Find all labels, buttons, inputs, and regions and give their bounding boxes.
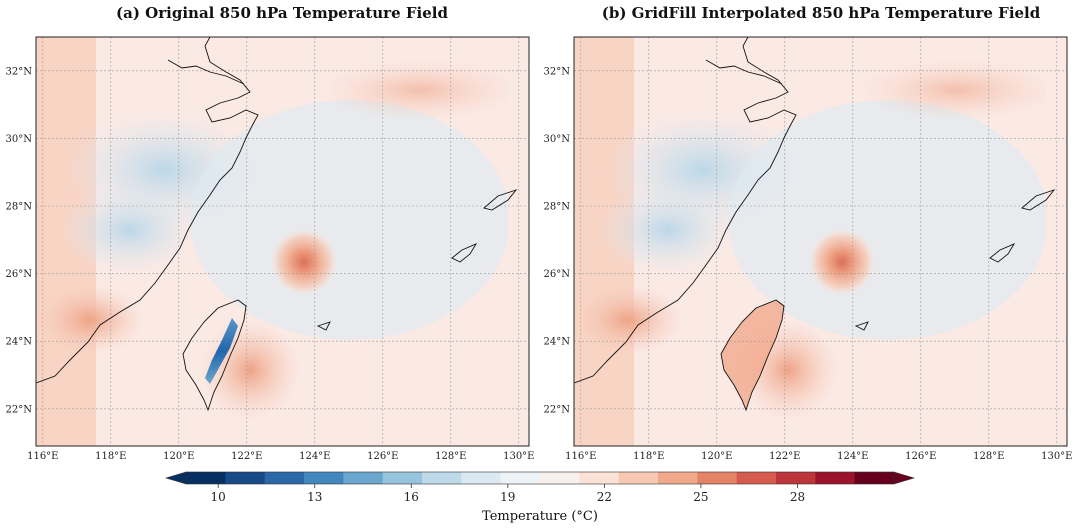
colorbar-segment-11 <box>618 472 659 484</box>
panel-b-x-tick-124: 124°E <box>837 451 868 462</box>
panel-a-y-tick-26: 26°N <box>6 269 33 280</box>
panel-a-title: (a) Original 850 hPa Temperature Field <box>116 4 448 22</box>
panel-a-x-tick-122: 122°E <box>231 451 262 462</box>
colorbar-tick-10: 10 <box>211 490 226 504</box>
panel-b-warm-coast <box>574 285 683 355</box>
panel-b-coastlines <box>573 36 1056 412</box>
colorbar-tick-22: 22 <box>597 490 612 504</box>
panel-b-y-tick-32: 32°N <box>544 66 571 77</box>
panel-b-x-tick-122: 122°E <box>769 451 800 462</box>
panel-a-frame <box>35 36 530 447</box>
colorbar-extend-high <box>893 471 916 485</box>
panel-a-y-tick-30: 30°N <box>6 134 33 145</box>
panel-b-grid <box>574 37 1067 446</box>
panel-b-y-tick-22: 22°N <box>544 404 571 415</box>
panel-b-x-tick-116: 116°E <box>565 451 596 462</box>
colorbar-outline <box>185 471 895 485</box>
panel-a-coastlines <box>35 36 518 412</box>
panel-a-x-tick-128: 128°E <box>435 451 466 462</box>
panel-b-x-tick-130: 130°E <box>1041 451 1072 462</box>
panel-a-y-tick-28: 28°N <box>6 202 33 213</box>
panel-b-frame <box>573 36 1068 447</box>
panel-a-warm-core <box>270 228 338 296</box>
colorbar-segment-1 <box>225 472 266 484</box>
panel-a-x-tick-118: 118°E <box>95 451 126 462</box>
colorbar-tick-25: 25 <box>693 490 708 504</box>
panel-a-taiwan-cold-mountain <box>205 318 238 384</box>
panel-b-y-tick-28: 28°N <box>544 202 571 213</box>
colorbar-segment-7 <box>461 472 502 484</box>
colorbar-extend-low <box>164 471 187 485</box>
colorbar-segment-17 <box>854 472 895 484</box>
panel-b-x-tick-labels: 116°E 118°E 120°E 122°E 124°E 126°E 128°E 130°E <box>565 451 1072 462</box>
panel-a-y-tick-22: 22°N <box>6 404 33 415</box>
panel-a-x-tick-126: 126°E <box>367 451 398 462</box>
colorbar-segment-4 <box>343 472 384 484</box>
panel-b-warm-north <box>858 60 1058 120</box>
panel-b-x-tick-126: 126°E <box>905 451 936 462</box>
colorbar-segment-8 <box>500 472 541 484</box>
colorbar-segment-0 <box>186 472 226 484</box>
panel-b-x-tick-118: 118°E <box>633 451 664 462</box>
panel-b-taiwan-outline <box>720 299 785 412</box>
colorbar-segments <box>164 471 916 485</box>
panel-b-y-tick-30: 30°N <box>544 134 571 145</box>
panel-a-warm-north <box>320 60 520 120</box>
panel-b-taiwan-filled <box>721 300 784 410</box>
colorbar-tick-13: 13 <box>307 490 322 504</box>
panel-a-x-tick-116: 116°E <box>27 451 58 462</box>
panel-b-map: 22°N 24°N 26°N 28°N 30°N 32°N 116°E 118°E 120°E… <box>544 36 1072 462</box>
panel-b-x-tick-128: 128°E <box>973 451 1004 462</box>
panel-a-map: 22°N 24°N 26°N 28°N 30°N 32°N 116°E 118°E 120°E… <box>6 36 534 462</box>
panel-a-x-tick-124: 124°E <box>299 451 330 462</box>
panel-a-x-tick-labels: 116°E 118°E 120°E 122°E 124°E 126°E 128°E 130°E <box>27 451 534 462</box>
colorbar-segment-16 <box>815 472 856 484</box>
colorbar: 10 13 16 19 22 25 28 Temperature (°C) <box>164 471 916 524</box>
colorbar-tick-16: 16 <box>404 490 419 504</box>
colorbar-segment-9 <box>540 472 580 484</box>
colorbar-ticks: 10 13 16 19 22 25 28 <box>211 484 805 504</box>
panel-a-y-tick-labels: 22°N 24°N 26°N 28°N 30°N 32°N <box>6 66 33 415</box>
panel-b-cool-inland-2 <box>598 185 738 275</box>
panel-b-cool-ocean <box>728 100 1048 340</box>
colorbar-label: Temperature (°C) <box>482 509 598 524</box>
colorbar-segment-3 <box>304 472 344 484</box>
colorbar-segment-14 <box>736 472 777 484</box>
panel-a-y-tick-24: 24°N <box>6 337 33 348</box>
colorbar-segment-6 <box>422 472 462 484</box>
panel-b-warm-core <box>808 228 876 296</box>
panel-a-cool-ocean <box>190 100 510 340</box>
colorbar-segment-12 <box>658 472 698 484</box>
colorbar-segment-10 <box>579 472 620 484</box>
colorbar-tick-19: 19 <box>500 490 515 504</box>
colorbar-segment-13 <box>697 472 738 484</box>
panel-b-y-tick-24: 24°N <box>544 337 571 348</box>
colorbar-segment-15 <box>776 472 816 484</box>
panel-b-y-tick-26: 26°N <box>544 269 571 280</box>
panel-a-taiwan-outline <box>182 299 247 412</box>
colorbar-tick-28: 28 <box>790 490 805 504</box>
panel-a-y-tick-32: 32°N <box>6 66 33 77</box>
panel-b-title: (b) GridFill Interpolated 850 hPa Temper… <box>602 4 1041 22</box>
colorbar-segment-2 <box>264 472 305 484</box>
panel-a-cool-inland-2 <box>60 185 200 275</box>
panel-a-grid <box>36 37 529 446</box>
panel-a-x-tick-120: 120°E <box>163 451 194 462</box>
colorbar-segment-5 <box>382 472 423 484</box>
panel-b-y-tick-labels: 22°N 24°N 26°N 28°N 30°N 32°N <box>544 66 571 415</box>
panel-a-warm-coast <box>36 285 145 355</box>
panel-a-x-tick-130: 130°E <box>503 451 534 462</box>
panel-b-x-tick-120: 120°E <box>701 451 732 462</box>
